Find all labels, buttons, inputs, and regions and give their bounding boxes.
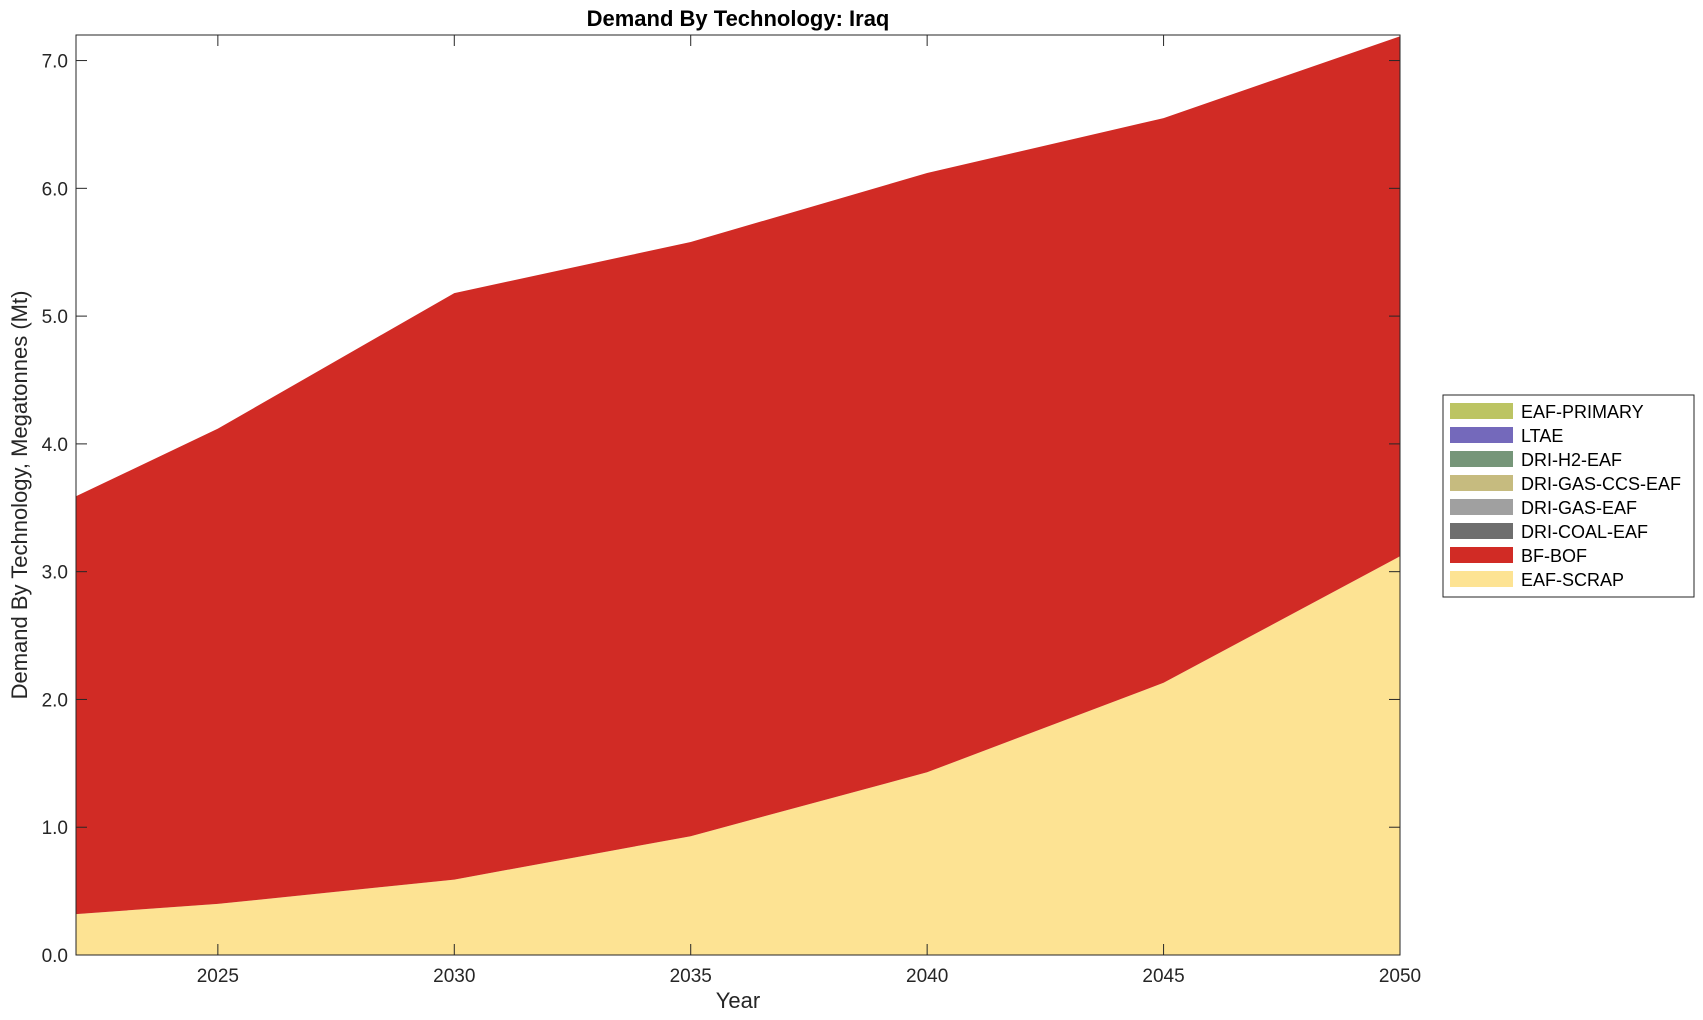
legend-swatch-bf-bof (1450, 547, 1513, 563)
plot-frame (75, 34, 1401, 956)
x-tick-label: 2030 (433, 966, 475, 987)
x-axis-label: Year (716, 988, 760, 1013)
y-tick-label: 5.0 (42, 307, 68, 328)
legend-swatch-dri-gas-ccs-eaf (1450, 475, 1513, 491)
legend-swatch-eaf-primary (1450, 403, 1513, 419)
x-tick-label: 2035 (670, 966, 712, 987)
y-tick-labels: 0.0 1.0 2.0 3.0 4.0 5.0 6.0 7.0 (42, 52, 68, 967)
legend-label-dri-gas-eaf: DRI-GAS-EAF (1521, 498, 1637, 518)
area-eaf-scrap (76, 556, 1400, 955)
legend-box (1442, 394, 1695, 598)
legend-label-dri-gas-ccs-eaf: DRI-GAS-CCS-EAF (1521, 474, 1681, 494)
chart-title: Demand By Technology: Iraq (587, 6, 890, 31)
legend-swatch-dri-h2-eaf (1450, 451, 1513, 467)
legend-label-bf-bof: BF-BOF (1521, 546, 1587, 566)
legend-swatch-ltae (1450, 427, 1513, 443)
legend-label-eaf-primary: EAF-PRIMARY (1521, 402, 1644, 422)
y-tick-label: 7.0 (42, 52, 68, 73)
legend-label-dri-coal-eaf: DRI-COAL-EAF (1521, 522, 1648, 542)
area-bf-bof (76, 36, 1400, 915)
legend-label-ltae: LTAE (1521, 426, 1563, 446)
y-tick-label: 0.0 (42, 946, 68, 967)
y-axis-label: Demand By Technology, Megatonnes (Mt) (7, 291, 32, 700)
x-tick-label: 2050 (1379, 966, 1421, 987)
stacked-areas (76, 36, 1400, 955)
legend-label-eaf-scrap: EAF-SCRAP (1521, 570, 1624, 590)
y-tick-label: 3.0 (42, 563, 68, 584)
legend-label-dri-h2-eaf: DRI-H2-EAF (1521, 450, 1622, 470)
legend-swatch-eaf-scrap (1450, 571, 1513, 587)
x-tick-label: 2025 (197, 966, 239, 987)
legend: EAF-PRIMARY LTAE DRI-H2-EAF DRI-GAS-CCS-EAF… (1442, 394, 1695, 598)
y-tick-label: 1.0 (42, 818, 68, 839)
axis-ticks (76, 35, 1401, 956)
legend-swatch-dri-gas-eaf (1450, 499, 1513, 515)
legend-swatch-dri-coal-eaf (1450, 523, 1513, 539)
y-tick-label: 4.0 (42, 435, 68, 456)
x-tick-labels: 2025 2030 2035 2040 2045 2050 (197, 966, 1421, 987)
y-tick-label: 2.0 (42, 690, 68, 711)
y-tick-label: 6.0 (42, 179, 68, 200)
x-tick-label: 2045 (1142, 966, 1184, 987)
x-tick-label: 2040 (906, 966, 948, 987)
